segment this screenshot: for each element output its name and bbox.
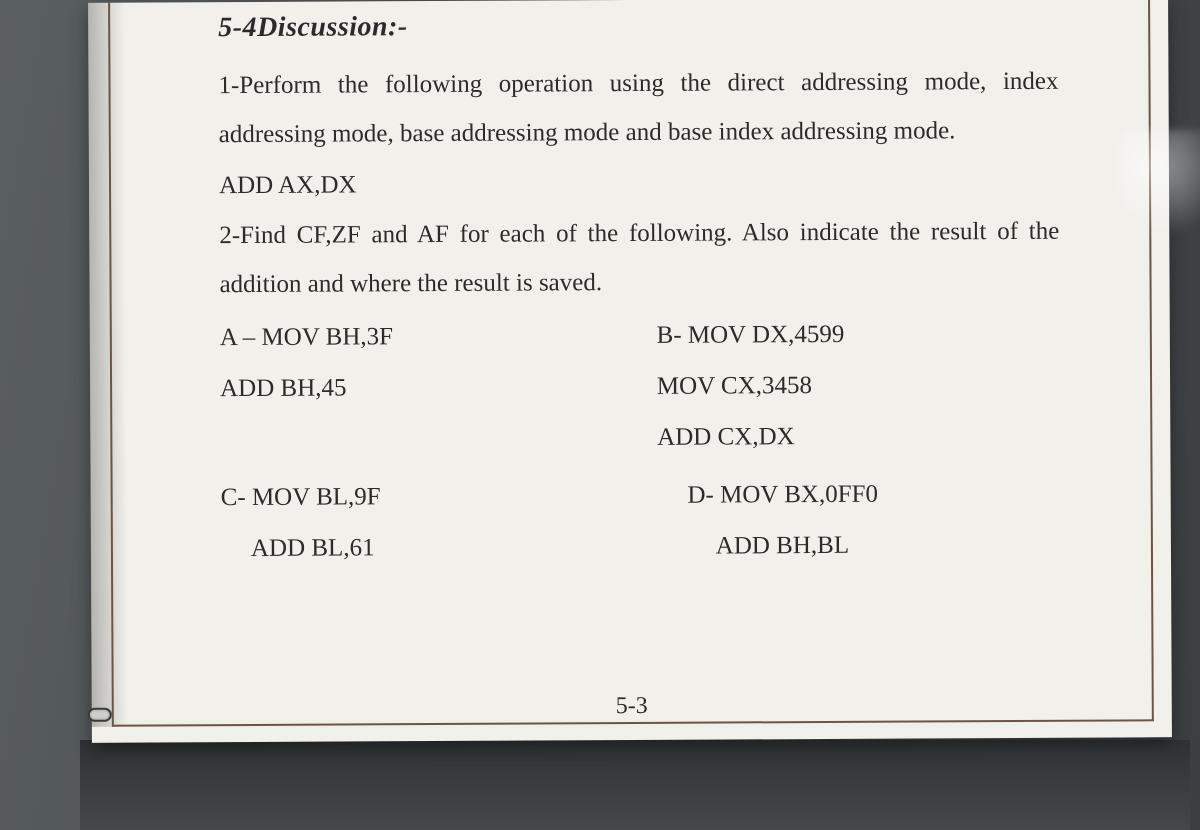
item-c-line2: ADD BL,61 (221, 521, 658, 575)
item-b-line2: MOV CX,3458 (657, 359, 1060, 412)
paper-sheet: 5-4Discussion:- 1-Perform the following … (88, 0, 1172, 743)
item-b-line3: ADD CX,DX (657, 410, 1060, 463)
item-a-line2: ADD BH,45 (220, 361, 657, 415)
item-b: B- MOV DX,4599 MOV CX,3458 ADD CX,DX (656, 307, 1060, 463)
page-content: 5-4Discussion:- 1-Perform the following … (218, 8, 1061, 574)
photo-frame: 5-4Discussion:- 1-Perform the following … (0, 0, 1200, 830)
page-number: 5-3 (92, 690, 1172, 723)
item-a-line1: A – MOV BH,3F (220, 310, 657, 364)
item-d-line1: D- MOV BX,0FF0 (657, 467, 1060, 520)
item-b-line1: B- MOV DX,4599 (656, 307, 1059, 360)
row-cd: C- MOV BL,9F ADD BL,61 D- MOV BX,0FF0 AD… (221, 467, 1062, 574)
item-c-line1: C- MOV BL,9F (221, 469, 658, 523)
item-d-line2: ADD BH,BL (658, 518, 1061, 571)
item-d: D- MOV BX,0FF0 ADD BH,BL (657, 467, 1061, 572)
question-2: 2-Find CF,ZF and AF for each of the foll… (219, 208, 1059, 310)
question-1-code: ADD AX,DX (219, 157, 1059, 210)
item-a: A – MOV BH,3F ADD BH,45 (220, 310, 658, 466)
section-title: 5-4Discussion:- (218, 8, 1058, 44)
question-1: 1-Perform the following operation using … (218, 58, 1058, 160)
row-ab: A – MOV BH,3F ADD BH,45 B- MOV DX,4599 M… (220, 307, 1061, 465)
item-c: C- MOV BL,9F ADD BL,61 (221, 469, 658, 574)
table-surface (80, 740, 1190, 830)
